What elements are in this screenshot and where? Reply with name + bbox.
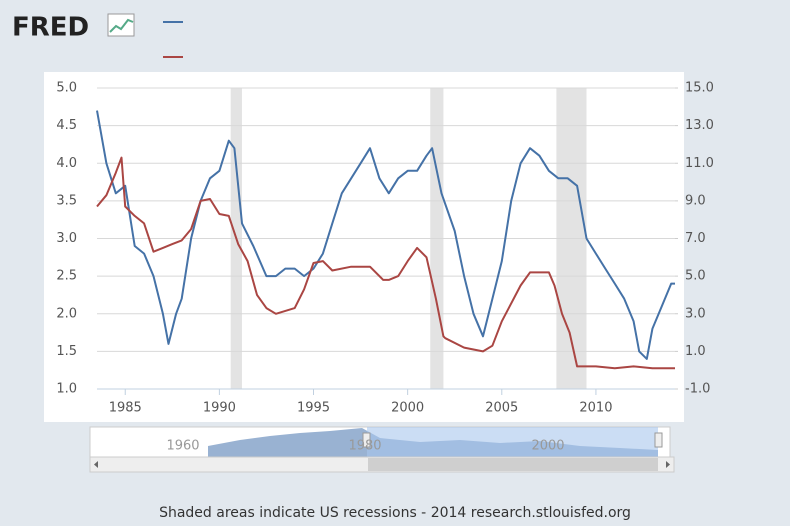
logo-icon bbox=[107, 13, 135, 37]
navigator-label: 1960 bbox=[166, 439, 199, 454]
scroll-left[interactable] bbox=[94, 461, 98, 468]
y2-tick-label: 9.0 bbox=[685, 193, 706, 208]
scrollbar-thumb[interactable] bbox=[368, 458, 658, 471]
y-tick-label: 1.5 bbox=[56, 344, 77, 359]
y2-tick-label: 7.0 bbox=[685, 231, 706, 246]
navigator-selection[interactable] bbox=[367, 427, 658, 457]
y-tick-label: 5.0 bbox=[56, 81, 77, 96]
navigator-handle[interactable] bbox=[362, 432, 371, 448]
y2-tick-label: 11.0 bbox=[685, 156, 714, 171]
x-tick-label: 2005 bbox=[485, 401, 518, 416]
y2-tick-label: 13.0 bbox=[685, 118, 714, 133]
x-tick-label: 2000 bbox=[391, 401, 424, 416]
navigator: 1960 1980 2000 bbox=[89, 426, 675, 473]
y-tick-label: 3.0 bbox=[56, 231, 77, 246]
y2-tick-label: 5.0 bbox=[685, 269, 706, 284]
footer: Shaded areas indicate US recessions - 20… bbox=[159, 505, 631, 521]
x-tick-label: 1990 bbox=[203, 401, 236, 416]
y-tick-label: 4.5 bbox=[56, 118, 77, 133]
navigator-label: 1980 bbox=[348, 439, 381, 454]
navigator-label: 2000 bbox=[531, 439, 564, 454]
navigator-handle[interactable] bbox=[654, 432, 663, 448]
scroll-right[interactable] bbox=[666, 461, 670, 468]
plot-background bbox=[44, 72, 684, 422]
legend bbox=[163, 21, 183, 58]
y-tick-label: 2.5 bbox=[56, 269, 77, 284]
y-tick-label: 3.5 bbox=[56, 193, 77, 208]
y-tick-label: 4.0 bbox=[56, 156, 77, 171]
logo: FRED bbox=[12, 13, 89, 43]
y2-tick-label: 15.0 bbox=[685, 81, 714, 96]
series-line bbox=[96, 156, 675, 370]
y2-tick-label: -1.0 bbox=[685, 382, 710, 397]
y-tick-label: 2.0 bbox=[56, 306, 77, 321]
y2-tick-label: 3.0 bbox=[685, 306, 706, 321]
series-line bbox=[96, 110, 675, 360]
logo-icon-line bbox=[109, 18, 134, 33]
x-tick-label: 1995 bbox=[297, 401, 330, 416]
x-tick-label: 1985 bbox=[109, 401, 142, 416]
x-tick-label: 2010 bbox=[579, 401, 612, 416]
y2-tick-label: 1.0 bbox=[685, 344, 706, 359]
y-tick-label: 1.0 bbox=[56, 382, 77, 397]
